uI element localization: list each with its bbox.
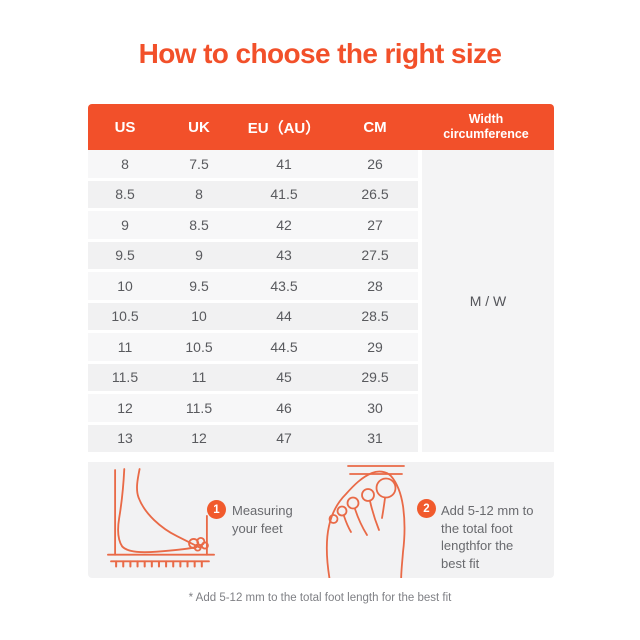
header-width-circumference: Width circumference [443,112,529,141]
size-cell: 10 [191,308,207,325]
size-cell: 9 [121,216,129,233]
size-cell: 8 [121,155,129,172]
table-row: 9 8.5 42 27 [88,211,418,242]
size-cell: 30 [367,399,383,416]
step-1-label: Measuring your feet [232,503,293,536]
size-cell: 11 [117,338,133,355]
table-row: 9.5 9 43 27.5 [88,241,418,272]
size-cell: 8.5 [189,216,209,233]
size-cell: 28.5 [361,308,389,325]
table-row: 8.5 8 41.5 26.5 [88,180,418,211]
size-cell: 43 [276,247,292,264]
size-cell: 10.5 [185,338,213,355]
size-cell: 27 [367,216,383,233]
size-cell: 9.5 [115,247,135,264]
size-table-rows: 8 7.5 41 26 8.5 8 41.5 26.5 9 8.5 42 27 9.5 9 43 27.5 10… [88,150,418,455]
step-2-badge: 2 [417,499,436,518]
header-cm: CM [363,118,387,136]
table-row: 12 11.5 46 30 [88,394,418,425]
foot-top-measure-icon [325,465,406,578]
table-row: 10 9.5 43.5 28 [88,272,418,303]
size-cell: 41.5 [270,186,298,203]
size-table: US UK EU（AU） CM Width circumference 8 7.5… [88,104,554,455]
size-cell: 31 [367,430,383,447]
size-cell: 28 [367,277,383,294]
header-us: US [114,118,136,136]
header-eu-au: EU（AU） [247,119,321,137]
size-cell: 12 [117,399,133,416]
table-row: 13 12 47 31 [88,424,418,455]
size-cell: 41 [276,155,292,172]
size-cell: 27.5 [361,247,389,264]
table-row: 10.5 10 44 28.5 [88,302,418,333]
table-row: 11.5 11 45 29.5 [88,363,418,394]
size-cell: 29 [367,338,383,355]
size-cell: 9.5 [189,277,209,294]
size-cell: 10 [117,277,133,294]
size-cell: 12 [191,430,207,447]
size-cell: 43.5 [270,277,298,294]
step-2-label: Add 5-12 mm to the total foot lengthfor … [441,503,534,571]
footnote: * Add 5-12 mm to the total foot length f… [188,592,452,604]
size-cell: 45 [276,369,292,386]
width-circumference-value: M / W [422,150,554,452]
measuring-instructions-panel: 1 Measuring your feet 2 Add 5-12 mm to t… [88,462,554,578]
size-cell: 47 [276,430,292,447]
step-1-badge: 1 [207,500,226,519]
size-cell: 44 [276,308,292,325]
table-row: 8 7.5 41 26 [88,150,418,181]
size-cell: 8.5 [115,186,135,203]
header-uk: UK [188,118,210,136]
size-cell: 29.5 [361,369,389,386]
size-cell: 7.5 [189,155,209,172]
foot-side-ruler-icon [107,468,215,568]
size-cell: 46 [276,399,292,416]
size-cell: 11.5 [185,399,213,416]
size-cell: 42 [276,216,292,233]
size-cell: 10.5 [111,308,139,325]
size-cell: 13 [117,430,133,447]
size-cell: 8 [195,186,203,203]
size-cell: 11 [191,369,207,386]
table-row: 11 10.5 44.5 29 [88,333,418,364]
page-title: How to choose the right size [138,38,502,69]
size-table-body: 8 7.5 41 26 8.5 8 41.5 26.5 9 8.5 42 27 9.5 9 43 27.5 10… [88,150,554,455]
size-cell: 26 [367,155,383,172]
size-cell: 9 [195,247,203,264]
size-cell: 44.5 [270,338,298,355]
size-cell: 26.5 [361,186,389,203]
size-cell: 11.5 [111,369,139,386]
size-table-header: US UK EU（AU） CM Width circumference [88,104,554,150]
